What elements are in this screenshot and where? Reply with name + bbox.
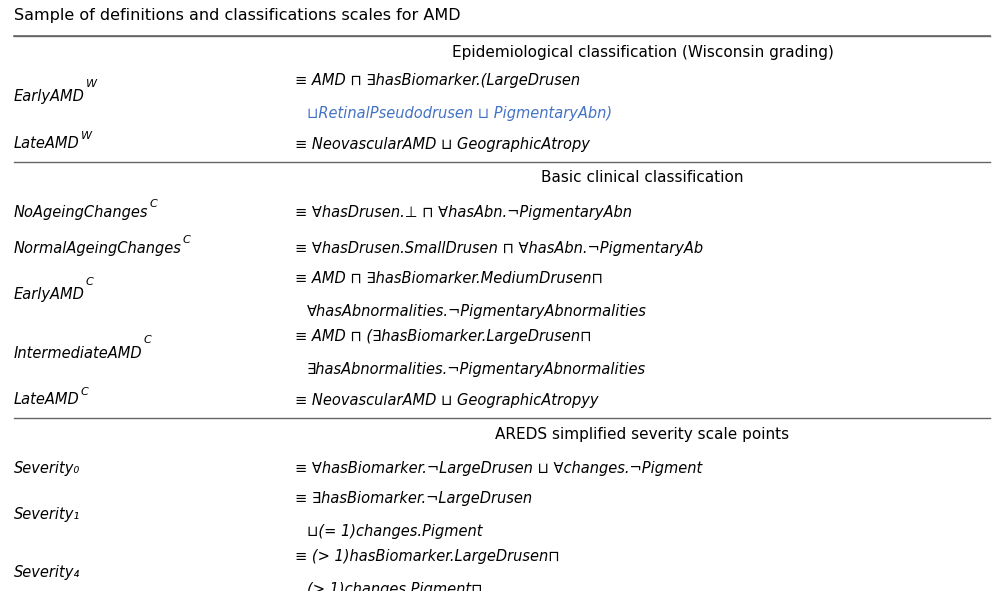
Text: C: C: [81, 387, 88, 397]
Text: ≡ AMD ⊓ ∃hasBiomarker.(LargeDrusen: ≡ AMD ⊓ ∃hasBiomarker.(LargeDrusen: [295, 73, 580, 88]
Text: ≡ AMD ⊓ (∃hasBiomarker.LargeDrusen⊓: ≡ AMD ⊓ (∃hasBiomarker.LargeDrusen⊓: [295, 329, 592, 345]
Text: C: C: [150, 199, 157, 209]
Text: EarlyAMD: EarlyAMD: [14, 287, 85, 303]
Text: LateAMD: LateAMD: [14, 392, 80, 408]
Text: ≡ ∀hasDrusen.⊥ ⊓ ∀hasAbn.¬PigmentaryAbn: ≡ ∀hasDrusen.⊥ ⊓ ∀hasAbn.¬PigmentaryAbn: [295, 204, 632, 219]
Text: (> 1)changes.Pigment⊓: (> 1)changes.Pigment⊓: [307, 582, 482, 591]
Text: Epidemiological classification (Wisconsin grading): Epidemiological classification (Wisconsi…: [452, 44, 833, 60]
Text: ≡ ∀hasBiomarker.¬LargeDrusen ⊔ ∀changes.¬Pigment: ≡ ∀hasBiomarker.¬LargeDrusen ⊔ ∀changes.…: [295, 460, 702, 476]
Text: ≡ ∃hasBiomarker.¬LargeDrusen: ≡ ∃hasBiomarker.¬LargeDrusen: [295, 491, 532, 506]
Text: Basic clinical classification: Basic clinical classification: [541, 170, 744, 186]
Text: ∀hasAbnormalities.¬PigmentaryAbnormalities: ∀hasAbnormalities.¬PigmentaryAbnormaliti…: [307, 304, 647, 319]
Text: ≡ (> 1)hasBiomarker.LargeDrusen⊓: ≡ (> 1)hasBiomarker.LargeDrusen⊓: [295, 549, 560, 564]
Text: W: W: [81, 131, 92, 141]
Text: IntermediateAMD: IntermediateAMD: [14, 346, 143, 361]
Text: EarlyAMD: EarlyAMD: [14, 89, 85, 105]
Text: NoAgeingChanges: NoAgeingChanges: [14, 204, 148, 219]
Text: C: C: [183, 235, 191, 245]
Text: ≡ NeovascularAMD ⊔ GeographicAtropyy: ≡ NeovascularAMD ⊔ GeographicAtropyy: [295, 392, 598, 408]
Text: LateAMD: LateAMD: [14, 137, 80, 151]
Text: ∃hasAbnormalities.¬PigmentaryAbnormalities: ∃hasAbnormalities.¬PigmentaryAbnormaliti…: [307, 362, 646, 376]
Text: ≡ ∀hasDrusen.SmallDrusen ⊓ ∀hasAbn.¬PigmentaryAb: ≡ ∀hasDrusen.SmallDrusen ⊓ ∀hasAbn.¬Pigm…: [295, 241, 703, 255]
Text: ≡ NeovascularAMD ⊔ GeographicAtropy: ≡ NeovascularAMD ⊔ GeographicAtropy: [295, 137, 590, 151]
Text: C: C: [144, 335, 151, 345]
Text: AREDS simplified severity scale points: AREDS simplified severity scale points: [495, 427, 790, 441]
Text: Severity₄: Severity₄: [14, 566, 80, 580]
Text: Sample of definitions and classifications scales for AMD: Sample of definitions and classification…: [14, 8, 461, 23]
Text: W: W: [86, 79, 97, 89]
Text: NormalAgeingChanges: NormalAgeingChanges: [14, 241, 182, 255]
Text: ≡ AMD ⊓ ∃hasBiomarker.MediumDrusen⊓: ≡ AMD ⊓ ∃hasBiomarker.MediumDrusen⊓: [295, 271, 603, 286]
Text: ⊔RetinalPseudodrusen ⊔ PigmentaryAbn): ⊔RetinalPseudodrusen ⊔ PigmentaryAbn): [307, 106, 612, 121]
Text: Severity₀: Severity₀: [14, 460, 80, 476]
Text: Severity₁: Severity₁: [14, 508, 80, 522]
Text: ⊔(= 1)changes.Pigment: ⊔(= 1)changes.Pigment: [307, 524, 482, 539]
Text: C: C: [86, 277, 94, 287]
